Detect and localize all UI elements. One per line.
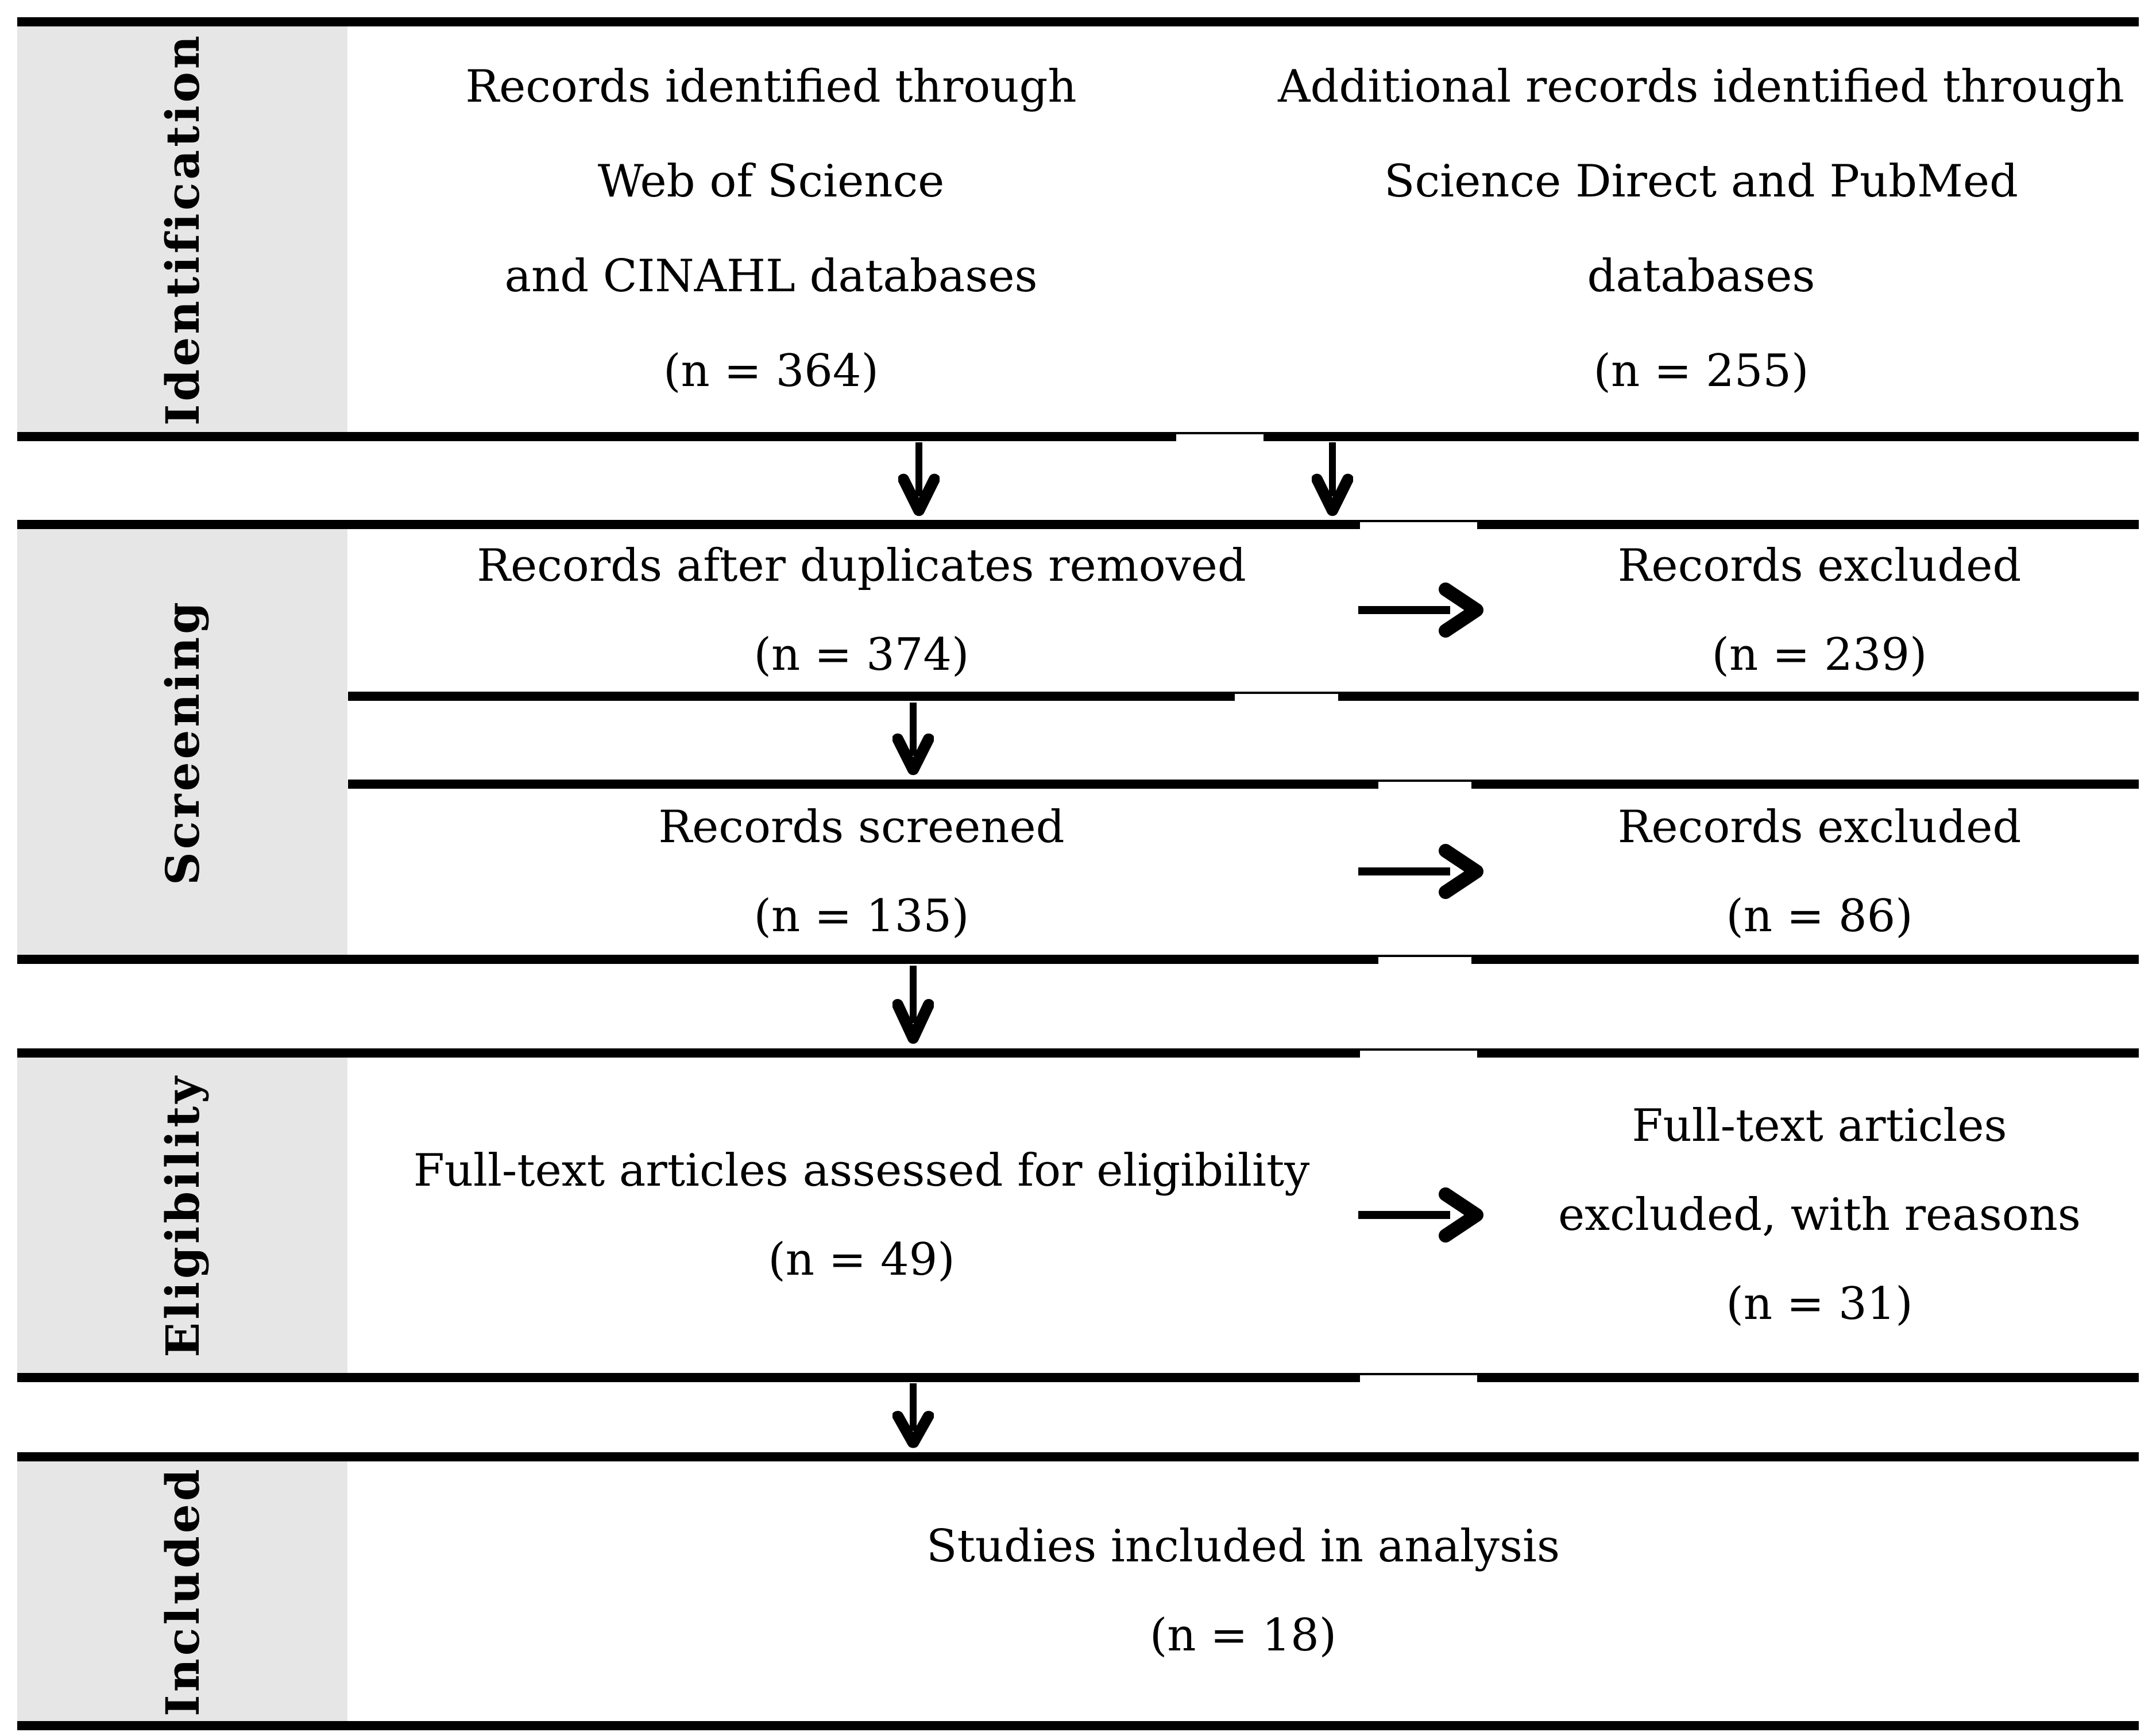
bar-notch [1360, 522, 1477, 529]
box-text-line: Records excluded [1617, 801, 2022, 853]
down-arrow-icon [892, 1383, 934, 1450]
right-arrow-icon [1358, 1187, 1485, 1243]
down-arrow-icon [892, 703, 934, 777]
box-text-line: Records identified through [465, 61, 1077, 113]
right-arrow-icon [1358, 844, 1485, 899]
bar-notch [1360, 1375, 1477, 1382]
box-count-line: (n = 374) [754, 628, 969, 681]
down-arrow-icon [1312, 442, 1353, 518]
box-text-line: Studies included in analysis [926, 1521, 1560, 1572]
box-records-screened: Records screened (n = 135) [347, 789, 1375, 955]
box-text-line: Web of Science [597, 156, 945, 207]
box-text-line: excluded, with reasons [1558, 1189, 2081, 1241]
down-arrow-icon [898, 442, 940, 518]
box-studies-included: Studies included in analysis (n = 18) [347, 1461, 2139, 1721]
box-records-excluded-86: Records excluded (n = 86) [1500, 789, 2139, 955]
divider-bar-included-top [17, 1452, 2139, 1461]
box-count-line: (n = 135) [754, 890, 969, 942]
divider-bar-screened-top [348, 780, 2139, 789]
box-additional-records: Additional records identified through Sc… [1264, 26, 2139, 432]
bar-notch [1360, 1051, 1477, 1058]
sidebar-cell-included [17, 1461, 347, 1721]
sidebar-cell-eligibility [17, 1058, 347, 1373]
box-text-line: Records after duplicates removed [477, 539, 1246, 592]
box-count-line: (n = 18) [1149, 1610, 1337, 1661]
sidebar-label-eligibility: Eligibility [156, 1074, 210, 1357]
bar-notch [1235, 694, 1338, 701]
divider-bar-top [17, 17, 2139, 26]
box-text-line: Additional records identified through [1278, 61, 2124, 113]
divider-bar-duplicates-bottom [348, 692, 2139, 701]
divider-bar-screening-top [17, 520, 2139, 529]
sidebar-label-identification: Identification [156, 33, 210, 426]
box-count-line: (n = 49) [768, 1233, 955, 1286]
divider-bar-screening-bottom [17, 955, 2139, 964]
box-records-excluded-239: Records excluded (n = 239) [1500, 529, 2139, 692]
box-count-line: (n = 255) [1593, 345, 1809, 397]
box-text-line: Science Direct and PubMed [1384, 156, 2018, 207]
box-text-line: Full-text articles assessed for eligibil… [413, 1144, 1310, 1197]
box-records-identified: Records identified through Web of Scienc… [347, 26, 1195, 432]
box-fulltext-assessed: Full-text articles assessed for eligibil… [347, 1058, 1375, 1373]
sidebar-cell-screening [17, 529, 347, 955]
sidebar-label-screening: Screening [156, 599, 210, 886]
box-count-line: (n = 86) [1726, 890, 1913, 942]
box-count-line: (n = 31) [1726, 1278, 1913, 1330]
sidebar-label-included: Included [156, 1466, 210, 1716]
box-count-line: (n = 239) [1711, 628, 1927, 681]
divider-bar-bottom [17, 1721, 2139, 1730]
sidebar-cell-identification [17, 26, 347, 432]
down-arrow-icon [892, 966, 934, 1046]
box-duplicates-removed: Records after duplicates removed (n = 37… [347, 529, 1375, 692]
box-count-line: (n = 364) [663, 345, 879, 397]
box-text-line: Records excluded [1617, 539, 2022, 592]
divider-bar-identification-bottom [17, 432, 2139, 441]
bar-notch [1378, 957, 1471, 964]
box-text-line: databases [1587, 250, 1815, 302]
bar-notch [1176, 434, 1264, 441]
box-text-line: Full-text articles [1632, 1100, 2007, 1152]
bar-notch [1378, 782, 1471, 789]
box-fulltext-excluded: Full-text articles excluded, with reason… [1500, 1058, 2139, 1373]
box-text-line: Records screened [658, 801, 1065, 853]
divider-bar-eligibility-top [17, 1048, 2139, 1058]
right-arrow-icon [1358, 582, 1485, 638]
divider-bar-eligibility-bottom [17, 1373, 2139, 1382]
box-text-line: and CINAHL databases [504, 250, 1038, 302]
